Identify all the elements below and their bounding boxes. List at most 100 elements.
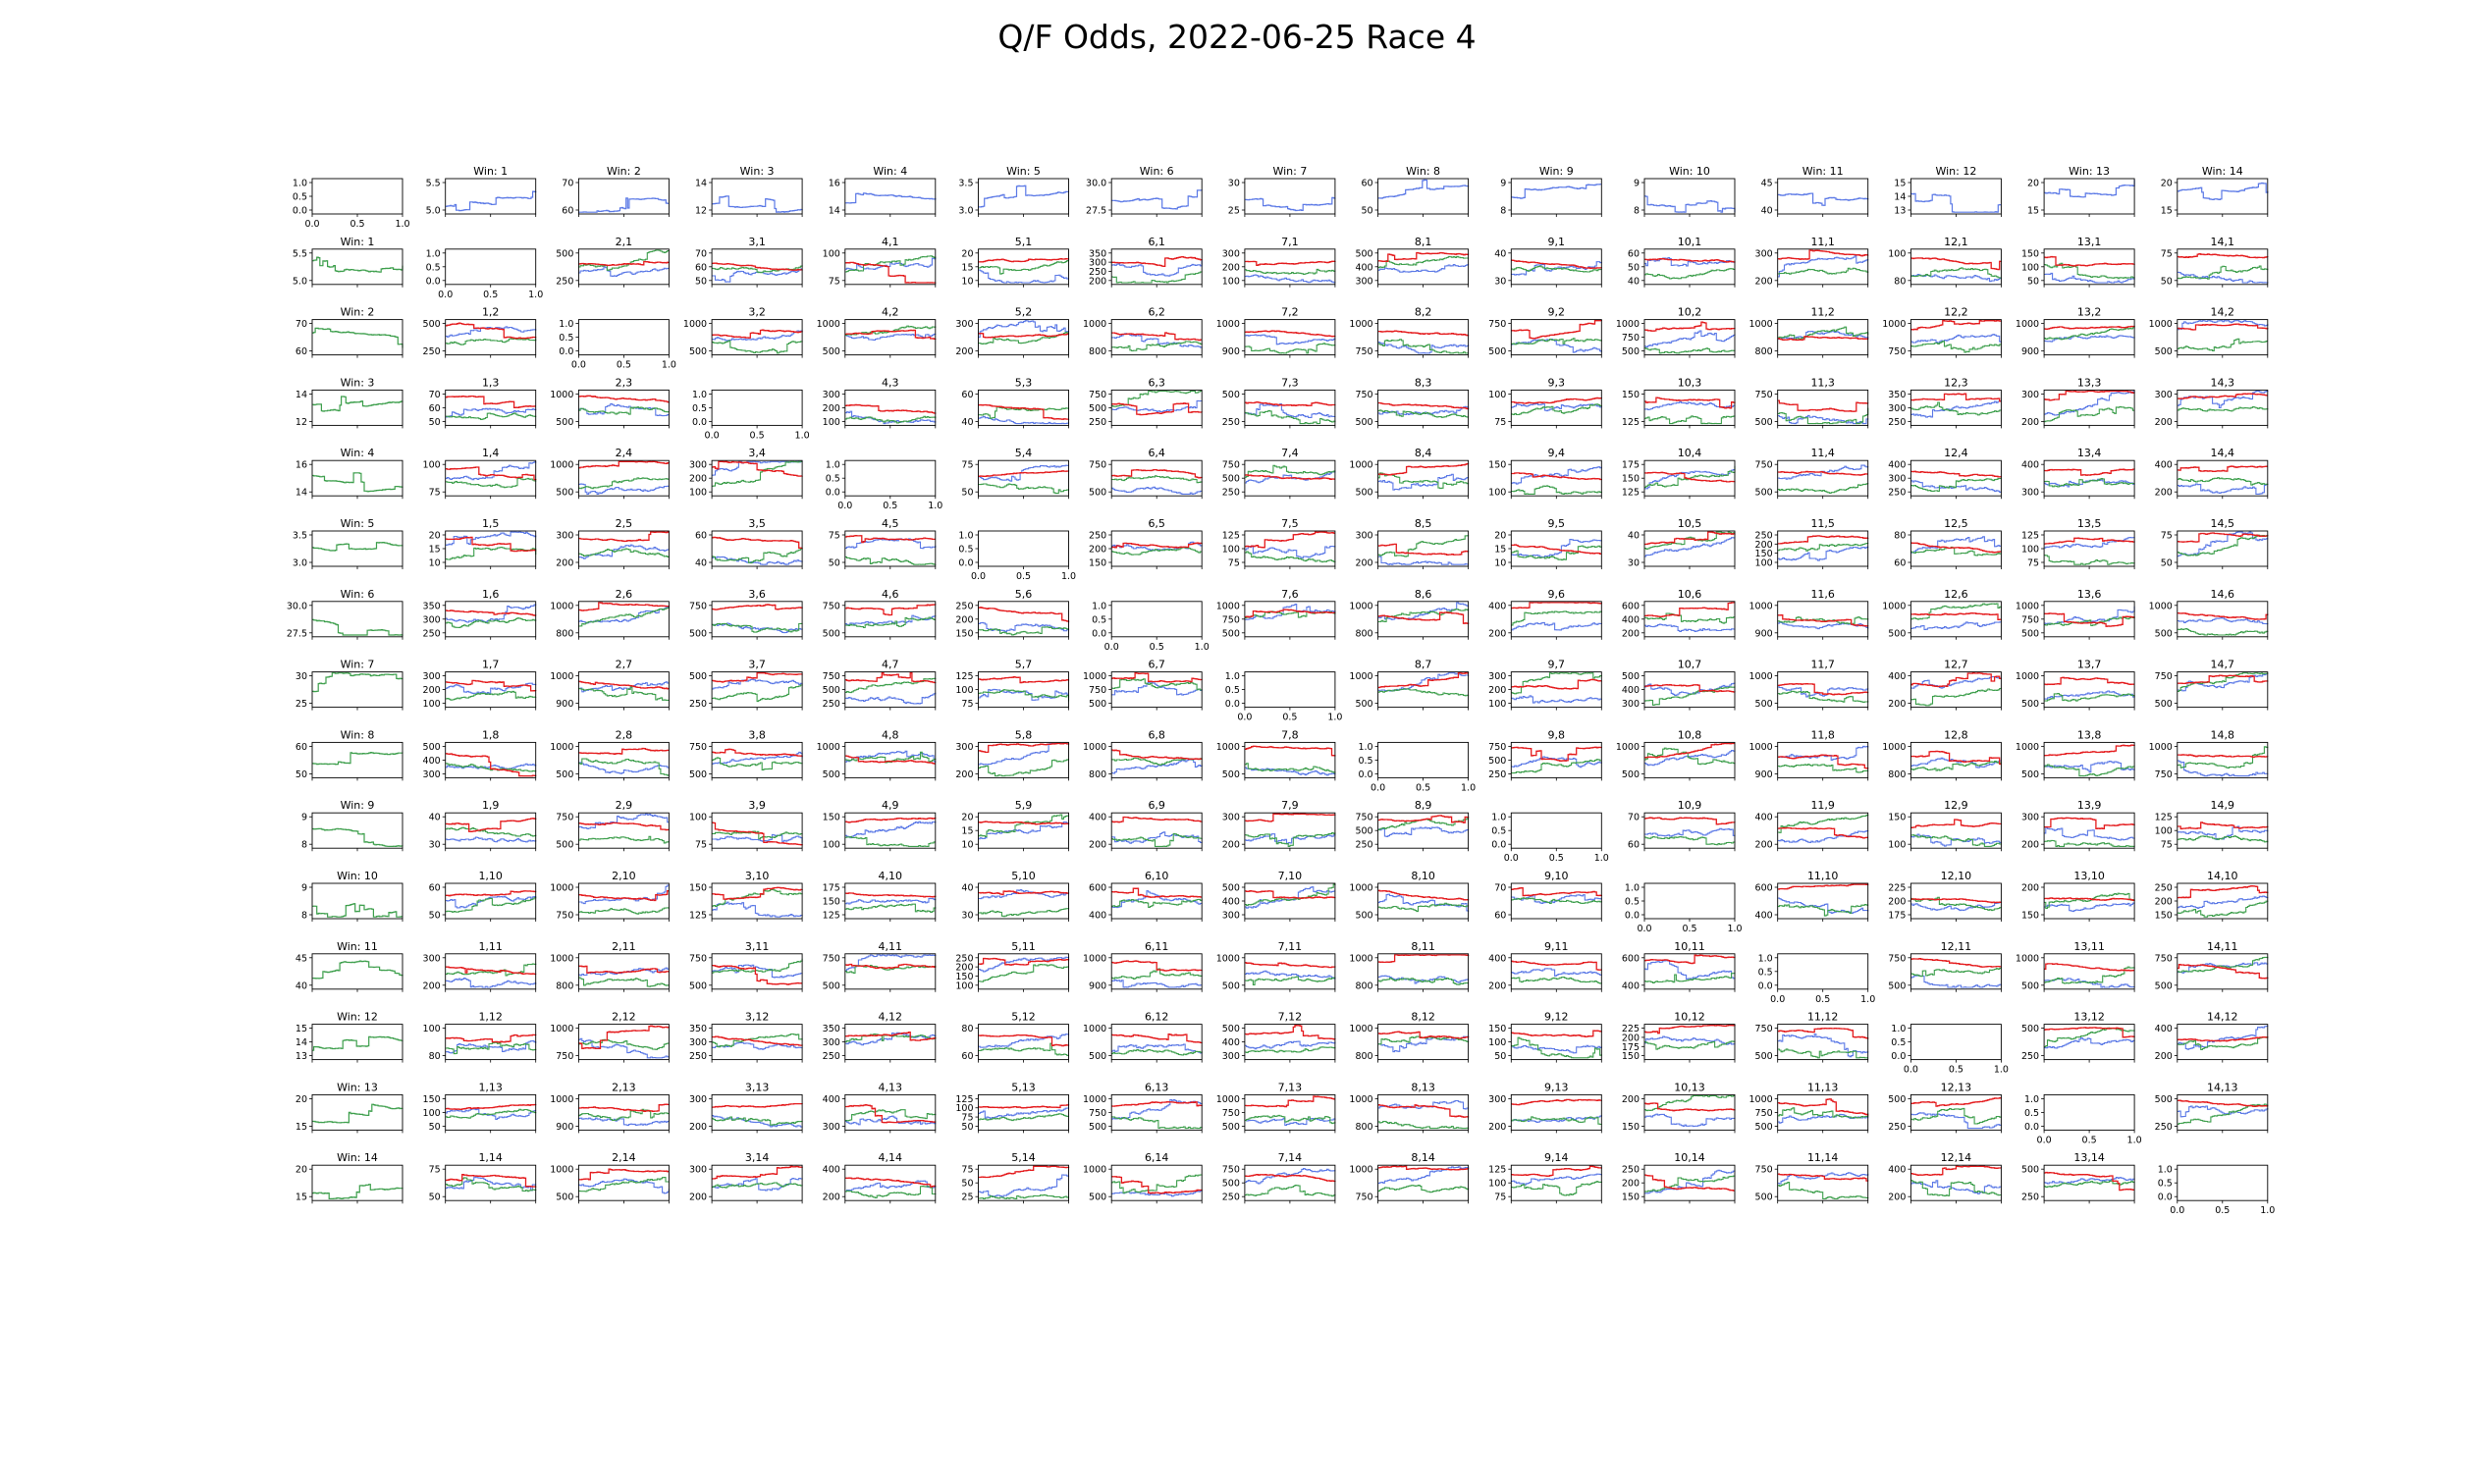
y-tick-label: 80	[961, 1024, 973, 1034]
series-line-blue	[844, 257, 937, 271]
x-tick-label: 1.0	[1860, 994, 1875, 1005]
series-line-red	[712, 748, 803, 757]
subplot-title: 9,6	[1548, 588, 1566, 601]
subplot-frame	[577, 178, 670, 215]
y-tick-label: 750	[1222, 1165, 1240, 1176]
y-tick-label: 1000	[1083, 742, 1106, 753]
subplot-title: 8,6	[1415, 588, 1432, 601]
series-line	[1644, 195, 1736, 213]
series-line-blue	[844, 410, 937, 425]
subplot-title: 1,5	[482, 517, 500, 530]
series-line-red	[578, 260, 671, 267]
y-tick-label: 250	[689, 1051, 707, 1062]
subplot-frame	[1110, 1024, 1203, 1061]
series-line-red	[1111, 749, 1203, 761]
series-line-green	[1777, 1182, 1869, 1199]
series-line-red	[1244, 1095, 1335, 1108]
series-line-green	[1910, 401, 2002, 416]
y-tick-label: 50	[296, 769, 307, 780]
series-line-blue	[2177, 760, 2269, 777]
series-line-red	[445, 679, 537, 692]
subplot-frame	[2043, 459, 2135, 497]
subplot-title: Win: 5	[341, 517, 375, 530]
series-line-red	[1777, 883, 1869, 890]
subplot-win-6: Win: 630.027.5	[287, 588, 403, 640]
y-tick-label: 1000	[817, 319, 840, 330]
series-line-green	[2044, 327, 2135, 341]
series-line-blue	[1644, 1169, 1736, 1194]
y-tick-label: 750	[1755, 1024, 1773, 1034]
subplot-frame	[311, 459, 403, 497]
subplot-frame	[2043, 1164, 2135, 1201]
series-line-green	[2044, 478, 2135, 488]
series-line-green	[578, 249, 670, 271]
y-tick-label: 300	[955, 319, 973, 330]
subplot-frame	[844, 741, 937, 778]
y-tick-label: 200	[1888, 699, 1906, 710]
series-line-green	[1644, 972, 1736, 984]
y-tick-label: 80	[1894, 276, 1906, 287]
series-line-green	[844, 255, 937, 273]
subplot-frame	[445, 319, 537, 356]
series-line-blue	[578, 813, 670, 830]
subplot-title: 10,8	[1678, 728, 1702, 741]
y-tick-label: 50	[961, 1122, 973, 1133]
y-tick-label: 1000	[1083, 671, 1106, 682]
series-line-green	[1777, 1048, 1868, 1059]
series-line-green	[1111, 475, 1203, 484]
series-line	[712, 195, 803, 213]
y-tick-label: 250	[2155, 1122, 2173, 1133]
subplot-frame	[711, 671, 803, 709]
series-line-blue	[1910, 334, 2002, 344]
y-tick-label: 20	[2027, 179, 2039, 189]
series-line	[312, 1035, 403, 1051]
series-line-red	[1777, 826, 1868, 839]
x-tick-label: 1.0	[1061, 571, 1076, 582]
y-tick-label: 1000	[550, 460, 573, 471]
x-tick-label: 0.5	[1949, 1065, 1963, 1076]
series-line-red	[2177, 323, 2269, 331]
subplot-frame	[445, 882, 537, 920]
series-line-green	[978, 1193, 1070, 1199]
y-tick-label: 40	[429, 813, 441, 823]
series-line-red	[978, 890, 1070, 896]
series-line-red	[1777, 682, 1869, 696]
subplot-title: 3,6	[748, 588, 766, 601]
y-tick-label: 150	[1755, 549, 1773, 559]
y-tick-label: 250	[1888, 1122, 1906, 1133]
subplot-frame	[1510, 953, 1602, 990]
subplot-frame	[1510, 1024, 1602, 1061]
subplot-frame	[711, 601, 803, 638]
subplot-title: Win: 7	[341, 659, 375, 671]
y-tick-label: 200	[2155, 897, 2173, 908]
subplot-title: 4,1	[882, 236, 899, 248]
y-tick-label: 500	[1355, 248, 1372, 259]
y-tick-label: 250	[423, 628, 441, 639]
y-tick-label: 1000	[817, 742, 840, 753]
y-tick-label: 150	[689, 883, 707, 894]
y-tick-label: 1.0	[2024, 1094, 2039, 1105]
series-line-blue	[2177, 895, 2269, 909]
subplot-title: 14,4	[2211, 447, 2235, 459]
subplot-title: 5,2	[1015, 306, 1033, 319]
series-line-green	[978, 759, 1070, 777]
y-tick-label: 300	[823, 390, 840, 400]
subplot-frame	[844, 812, 937, 849]
series-line-red	[844, 534, 936, 544]
series-line	[312, 1103, 403, 1124]
series-line-red	[1111, 1101, 1203, 1107]
series-line-blue	[1377, 826, 1470, 837]
y-tick-label: 15	[2027, 206, 2039, 217]
subplot-title: 8,3	[1415, 376, 1432, 389]
y-tick-label: 400	[1888, 671, 1906, 682]
